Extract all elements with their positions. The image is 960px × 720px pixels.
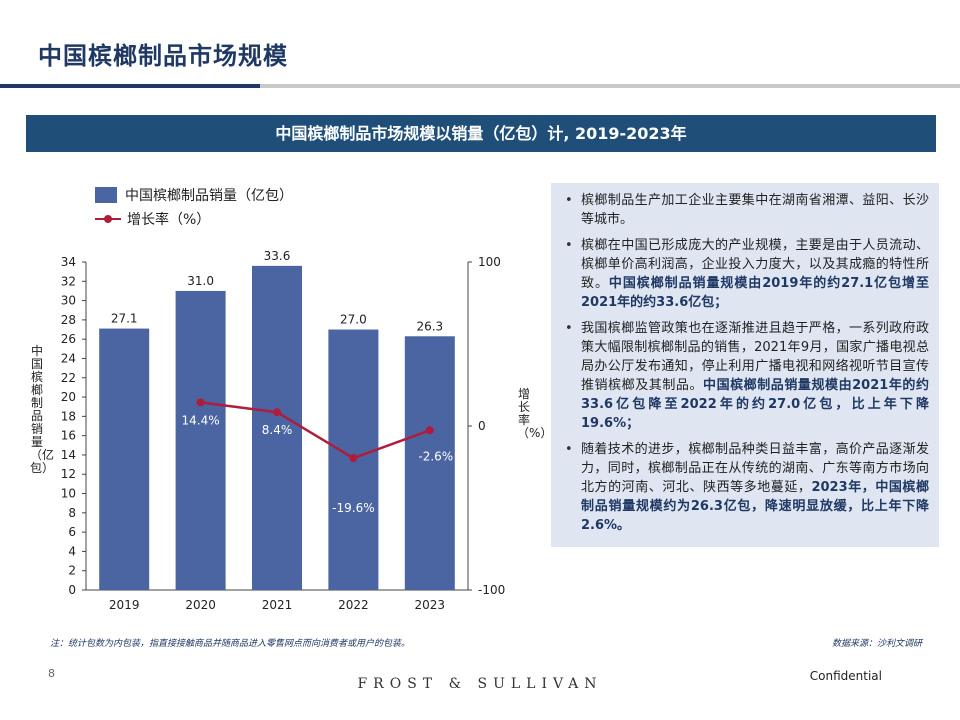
commentary-item: 我国槟榔监管政策也在逐渐推进且趋于严格，一系列政府政策大幅限制槟榔制品的销售，2… — [565, 319, 929, 433]
legend-item-line: 增长率（%） — [95, 207, 293, 231]
brand-logo: FROST & SULLIVAN — [357, 676, 603, 692]
x-tick-label: 2023 — [415, 598, 446, 612]
page-title: 中国槟榔制品市场规模 — [38, 42, 288, 70]
bar-value-label: 27.1 — [111, 312, 138, 326]
commentary-highlight: 中国槟榔制品销量规模由2021年的约33.6亿包降至2022年的约27.0亿包，… — [581, 378, 929, 431]
x-tick-label: 2022 — [338, 598, 369, 612]
growth-value-label: 8.4% — [262, 423, 293, 437]
commentary-item: 随着技术的进步，槟榔制品种类日益丰富，高价产品逐渐发力，同时，槟榔制品正在从传统… — [565, 440, 929, 535]
source-note: 数据来源：沙利文调研 — [831, 639, 922, 649]
bar-value-label: 26.3 — [416, 319, 443, 333]
page-number: 8 — [48, 667, 55, 680]
y-tick-label: 10 — [61, 487, 76, 501]
y-tick-label: 34 — [61, 255, 76, 269]
y-tick-label: 8 — [68, 506, 76, 520]
growth-value-label: -19.6% — [332, 501, 374, 515]
bar — [175, 290, 226, 590]
bar — [404, 336, 455, 590]
commentary-box: 槟榔制品生产加工企业主要集中在湖南省湘潭、益阳、长沙等城市。槟榔在中国已形成庞大… — [551, 183, 939, 547]
commentary-text: 随着技术的进步，槟榔制品种类日益丰富，高价产品逐渐发力，同时，槟榔制品正在从传统… — [581, 442, 929, 495]
y-axis-label-left: 中国槟榔制品销量（亿包） — [30, 344, 55, 475]
title-rule-dark — [0, 84, 260, 88]
footnote: 注：统计包数为内包装，指直接接触商品并随商品进入零售网点而向消费者或用户的包装。 — [50, 639, 411, 649]
commentary-list: 槟榔制品生产加工企业主要集中在湖南省湘潭、益阳、长沙等城市。槟榔在中国已形成庞大… — [551, 183, 939, 535]
title-rule-light — [260, 84, 960, 88]
y-tick-label: 30 — [61, 294, 76, 308]
growth-value-label: 14.4% — [182, 413, 220, 427]
commentary-text: 槟榔制品生产加工企业主要集中在湖南省湘潭、益阳、长沙等城市。 — [581, 193, 929, 227]
legend-bar-swatch — [95, 187, 117, 203]
commentary-text: 我国槟榔监管政策也在逐渐推进且趋于严格，一系列政府政策大幅限制槟榔制品的销售，2… — [581, 321, 929, 393]
y-tick-label: 24 — [61, 351, 76, 365]
y-tick-label: 28 — [61, 313, 76, 327]
y2-tick-label: 0 — [478, 419, 486, 433]
legend-item-bar: 中国槟榔制品销量（亿包） — [95, 183, 293, 207]
x-tick-label: 2019 — [109, 598, 140, 612]
y-tick-label: 12 — [61, 467, 76, 481]
y-tick-label: 16 — [61, 429, 76, 443]
legend-line-label: 增长率（%） — [127, 212, 211, 228]
bar-value-label: 27.0 — [340, 313, 367, 327]
y-tick-label: 32 — [61, 274, 76, 288]
confidential-label: Confidential — [809, 669, 882, 683]
y-axis-label-right: 增长率（%） — [517, 387, 553, 440]
y-tick-label: 26 — [61, 332, 76, 346]
y2-tick-label: -100 — [478, 583, 505, 597]
y-tick-label: 6 — [68, 525, 76, 539]
chart-banner: 中国槟榔制品市场规模以销量（亿包）计, 2019-2023年 — [26, 115, 936, 152]
commentary-highlight: 中国槟榔制品销量规模由2019年的约27.1亿包增至2021年的约33.6亿包； — [581, 276, 929, 310]
growth-point — [349, 454, 358, 463]
growth-point — [196, 398, 205, 407]
y2-tick-label: 100 — [478, 255, 501, 269]
legend-line-swatch — [95, 211, 121, 227]
growth-value-label: -2.6% — [418, 449, 453, 463]
growth-point — [425, 426, 434, 435]
commentary-highlight: 2023年，中国槟榔制品销量规模约为26.3亿包，降速明显放缓，比上年下降2.6… — [581, 480, 929, 533]
chart-legend: 中国槟榔制品销量（亿包） 增长率（%） — [95, 183, 293, 231]
y-tick-label: 2 — [68, 564, 76, 578]
x-tick-label: 2020 — [185, 598, 216, 612]
y-tick-label: 18 — [61, 409, 76, 423]
bar-value-label: 33.6 — [264, 249, 291, 263]
commentary-item: 槟榔在中国已形成庞大的产业规模，主要是由于人员流动、槟榔单价高利润高，企业投入力… — [565, 236, 929, 312]
bar-value-label: 31.0 — [187, 274, 214, 288]
y-tick-label: 22 — [61, 371, 76, 385]
growth-point — [273, 408, 281, 417]
growth-line — [200, 401, 431, 460]
commentary-item: 槟榔制品生产加工企业主要集中在湖南省湘潭、益阳、长沙等城市。 — [565, 191, 929, 229]
bar — [252, 265, 302, 590]
y-tick-label: 14 — [61, 448, 76, 462]
y-tick-label: 0 — [68, 583, 76, 597]
bar — [99, 328, 150, 590]
y-tick-label: 20 — [61, 390, 76, 404]
legend-bar-label: 中国槟榔制品销量（亿包） — [125, 188, 293, 204]
x-tick-label: 2021 — [262, 598, 293, 612]
y-tick-label: 4 — [68, 544, 76, 558]
commentary-text: 槟榔在中国已形成庞大的产业规模，主要是由于人员流动、槟榔单价高利润高，企业投入力… — [581, 238, 929, 291]
